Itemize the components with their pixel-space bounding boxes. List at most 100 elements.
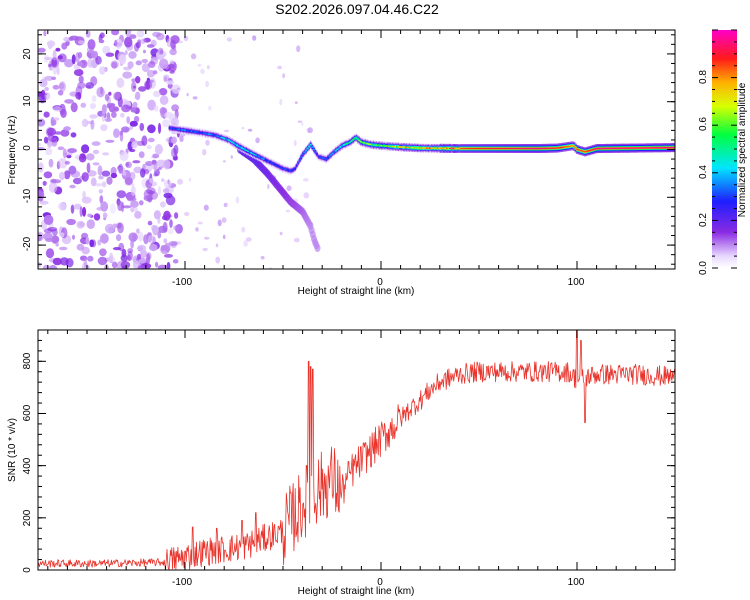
- ridge-mark: [494, 147, 497, 150]
- ridge-mark: [273, 163, 276, 165]
- noise-blob: [98, 175, 104, 180]
- noise-blob: [43, 136, 49, 144]
- noise-blob: [71, 54, 76, 65]
- noise-blob: [58, 202, 66, 211]
- noise-blob: [76, 220, 85, 229]
- ridge-mark: [502, 147, 505, 150]
- noise-blob: [100, 233, 109, 244]
- noise-blob: [124, 50, 128, 56]
- noise-blob: [81, 118, 89, 128]
- ridge-mark: [620, 147, 623, 149]
- noise-blob: [163, 192, 173, 199]
- colorbar-tick-label: 0.6: [698, 117, 709, 131]
- noise-blob: [146, 44, 155, 48]
- noise-blob: [125, 161, 132, 169]
- ridge-mark: [496, 147, 499, 150]
- noise-blob: [297, 120, 303, 123]
- noise-blob: [174, 212, 179, 219]
- noise-blob: [260, 256, 265, 260]
- noise-blob: [160, 201, 166, 208]
- ridge-mark: [301, 153, 304, 155]
- noise-blob: [168, 228, 174, 235]
- ridge-mark: [555, 147, 558, 149]
- ridge-mark: [621, 147, 624, 149]
- ridge-mark: [347, 142, 350, 144]
- noise-blob: [113, 128, 120, 138]
- noise-blob: [99, 66, 106, 75]
- noise-blob: [222, 160, 226, 163]
- noise-blob: [114, 39, 118, 47]
- noise-blob: [223, 129, 230, 133]
- noise-blob: [121, 265, 127, 269]
- ridge-mark: [544, 147, 547, 149]
- ridge-mark: [557, 147, 560, 149]
- noise-blob: [134, 211, 142, 219]
- snr-y-tick-label: 600: [22, 404, 33, 421]
- noise-blob: [98, 189, 104, 194]
- noise-blob: [215, 256, 221, 264]
- noise-blob: [106, 176, 113, 185]
- noise-blob: [83, 256, 88, 267]
- noise-blob: [139, 122, 145, 132]
- noise-blob: [146, 145, 152, 150]
- noise-blob: [125, 30, 132, 38]
- noise-blob: [167, 83, 173, 89]
- ridge-mark: [532, 147, 535, 150]
- noise-blob: [48, 265, 58, 269]
- noise-blob: [79, 206, 83, 217]
- ridge-mark: [660, 147, 664, 149]
- ridge-mark: [281, 167, 284, 169]
- ridge-mark: [345, 143, 348, 145]
- ridge-mark: [599, 147, 602, 150]
- ridge-mark: [602, 147, 606, 150]
- ridge-mark: [491, 147, 494, 150]
- noise-blob: [89, 114, 98, 119]
- snr-y-tick-labels: 0 200 400 600 800: [22, 352, 33, 573]
- noise-blob: [157, 217, 161, 224]
- ridge-mark: [664, 147, 667, 149]
- noise-blob: [92, 149, 100, 155]
- noise-blob: [131, 81, 137, 93]
- noise-blob: [67, 148, 77, 154]
- noise-blob: [170, 39, 176, 50]
- ridge-mark: [251, 153, 254, 155]
- noise-blob: [163, 210, 171, 221]
- noise-blob: [64, 160, 70, 165]
- noise-blob: [70, 204, 75, 214]
- noise-blob: [73, 203, 82, 210]
- ridge-mark: [582, 150, 585, 152]
- ridge-mark: [490, 147, 493, 150]
- snr-series-line: [38, 330, 675, 570]
- ridge-mark: [518, 147, 521, 150]
- snr-x-tick-label: 0: [377, 577, 383, 588]
- snr-plot-area: [38, 330, 675, 570]
- noise-blob: [81, 246, 90, 255]
- noise-blob: [173, 225, 180, 231]
- noise-blob: [59, 246, 68, 251]
- noise-blob: [279, 231, 283, 236]
- ridge-mark: [629, 147, 632, 149]
- noise-blob: [267, 184, 270, 189]
- noise-blob: [157, 122, 162, 134]
- noise-blob: [139, 200, 144, 206]
- noise-blob: [102, 45, 111, 55]
- noise-blob: [147, 234, 156, 244]
- ridge-mark: [646, 147, 649, 149]
- noise-blob: [282, 73, 285, 79]
- noise-blob: [169, 219, 173, 228]
- noise-blob: [241, 226, 246, 233]
- noise-blob: [97, 165, 103, 176]
- ridge-mark: [261, 157, 264, 159]
- ridge-mark: [623, 147, 626, 149]
- noise-blob: [78, 40, 85, 45]
- noise-blob: [60, 232, 65, 238]
- ridge-mark: [267, 160, 270, 162]
- ridge-mark: [232, 142, 235, 144]
- ridge-mark: [576, 148, 579, 151]
- ridge-mark: [240, 147, 243, 149]
- ridge-mark: [634, 147, 637, 149]
- noise-blob: [195, 227, 199, 232]
- colorbar-ticks: [712, 29, 737, 269]
- noise-blob: [87, 39, 96, 50]
- ridge-mark: [626, 147, 629, 149]
